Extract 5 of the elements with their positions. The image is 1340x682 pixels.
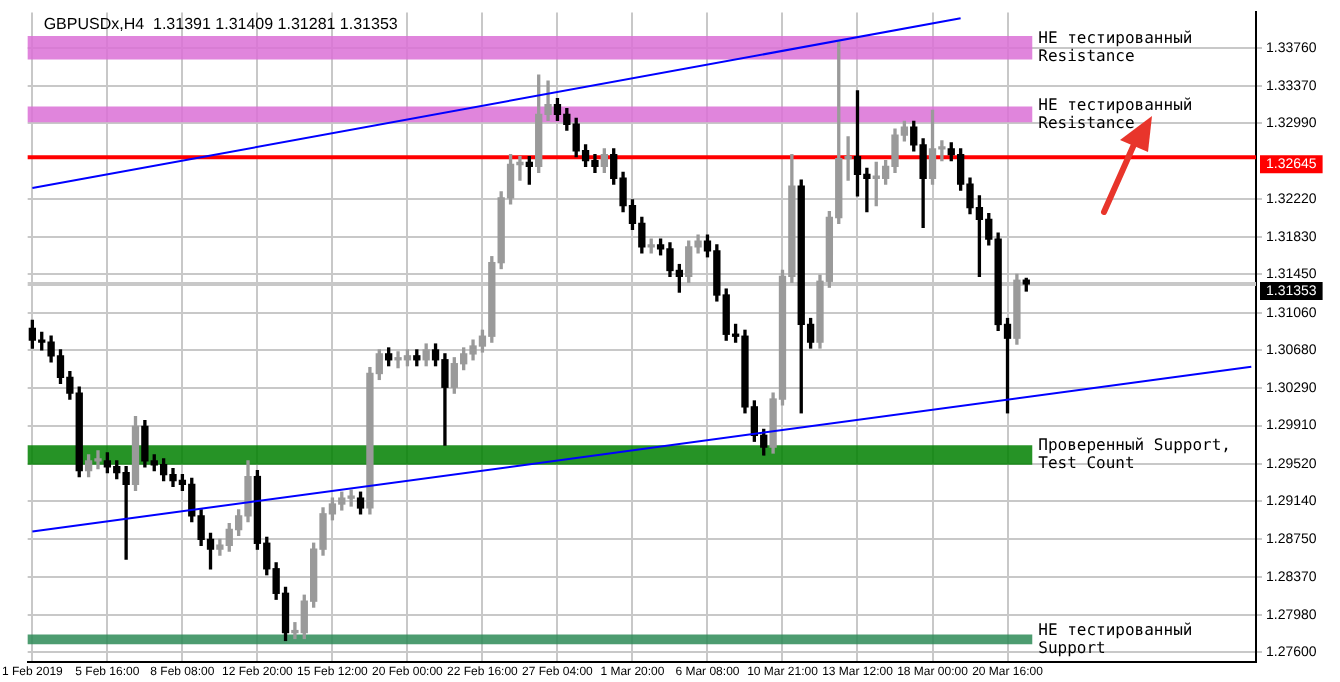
band-label: НЕ тестированный Resistance: [1038, 28, 1193, 65]
band-label: Проверенный Support, Test Count: [1038, 436, 1231, 473]
band-label: НЕ тестированный Resistance: [1038, 95, 1193, 132]
band-label: НЕ тестированный Support: [1038, 620, 1193, 657]
chart-title: GBPUSDx,H4 1.31391 1.31409 1.31281 1.31353: [43, 14, 399, 33]
